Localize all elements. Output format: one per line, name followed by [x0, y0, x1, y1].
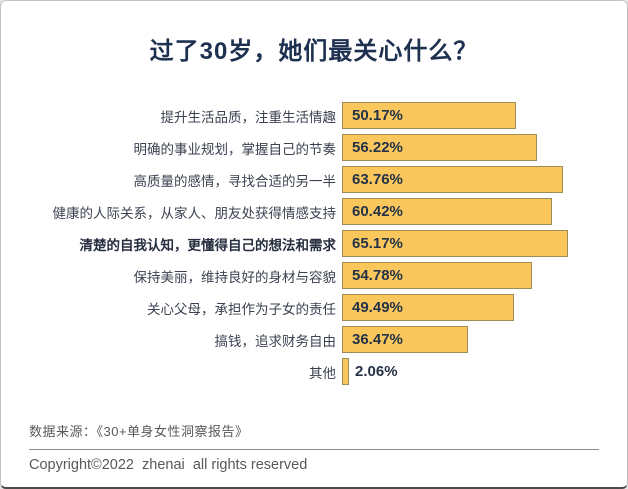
bar-track: 50.17%: [342, 102, 627, 129]
bar-track: 63.76%: [342, 166, 627, 193]
chart-row: 搞钱，追求财务自由 36.47%: [1, 326, 627, 353]
bar: [342, 358, 349, 385]
bar-track: 2.06%: [342, 358, 627, 385]
category-label: 其他: [309, 365, 336, 381]
category-label: 高质量的感情，寻找合适的另一半: [133, 173, 337, 189]
bar-track: 56.22%: [342, 134, 627, 161]
chart-row: 高质量的感情，寻找合适的另一半 63.76%: [1, 166, 627, 193]
category-label: 清楚的自我认知，更懂得自己的想法和需求: [79, 237, 337, 253]
value-label: 56.22%: [352, 139, 403, 156]
value-label: 36.47%: [352, 331, 403, 348]
chart-row: 提升生活品质，注重生活情趣 50.17%: [1, 102, 627, 129]
copyright-text: Copyright©2022 zhenai all rights reserve…: [29, 457, 308, 473]
value-label: 54.78%: [352, 267, 403, 284]
chart-row: 保持美丽，维持良好的身材与容貌 54.78%: [1, 262, 627, 289]
chart-row: 其他 2.06%: [1, 358, 627, 385]
value-label: 49.49%: [352, 299, 403, 316]
bar-track: 49.49%: [342, 294, 627, 321]
category-label: 关心父母，承担作为子女的责任: [147, 301, 336, 317]
chart-row: 清楚的自我认知，更懂得自己的想法和需求 65.17%: [1, 230, 627, 257]
footer-divider: [29, 449, 599, 450]
bar-chart: 提升生活品质，注重生活情趣 50.17% 明确的事业规划，掌握自己的节奏 56.22%…: [1, 102, 627, 390]
bar-track: 36.47%: [342, 326, 627, 353]
bar: 50.17%: [342, 102, 516, 129]
value-label: 63.76%: [352, 171, 403, 188]
bar-track: 60.42%: [342, 198, 627, 225]
bar: 56.22%: [342, 134, 537, 161]
chart-title: 过了30岁，她们最关心什么？: [149, 38, 479, 65]
bar: 63.76%: [342, 166, 563, 193]
category-label: 提升生活品质，注重生活情趣: [160, 109, 337, 125]
bar: 36.47%: [342, 326, 468, 353]
bar: 65.17%: [342, 230, 568, 257]
chart-footer: 数据来源：《30+单身女性洞察报告》 Copyright©2022 zhenai…: [29, 421, 599, 473]
bar-track: 65.17%: [342, 230, 627, 257]
bar: 54.78%: [342, 262, 532, 289]
category-label: 搞钱，追求财务自由: [214, 333, 337, 349]
bar: 60.42%: [342, 198, 552, 225]
bar-track: 54.78%: [342, 262, 627, 289]
category-label: 健康的人际关系，从家人、朋友处获得情感支持: [52, 205, 337, 221]
value-label: 50.17%: [352, 107, 403, 124]
category-label: 保持美丽，维持良好的身材与容貌: [133, 269, 337, 285]
chart-row: 关心父母，承担作为子女的责任 49.49%: [1, 294, 627, 321]
data-source-note: 数据来源：《30+单身女性洞察报告》: [29, 424, 249, 439]
value-label: 65.17%: [352, 235, 403, 252]
value-label: 2.06%: [355, 363, 398, 380]
bar: 49.49%: [342, 294, 514, 321]
category-label: 明确的事业规划，掌握自己的节奏: [133, 141, 337, 157]
chart-row: 健康的人际关系，从家人、朋友处获得情感支持 60.42%: [1, 198, 627, 225]
chart-row: 明确的事业规划，掌握自己的节奏 56.22%: [1, 134, 627, 161]
value-label: 60.42%: [352, 203, 403, 220]
